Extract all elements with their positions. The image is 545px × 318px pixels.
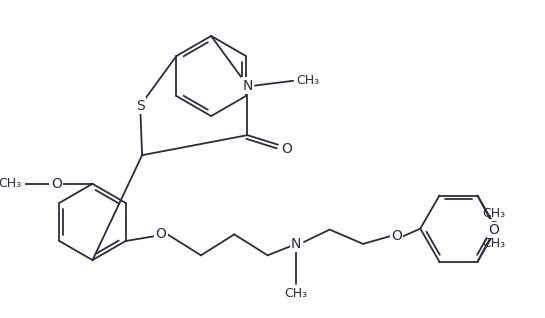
Text: CH₃: CH₃ [296,74,319,87]
Text: N: N [242,79,252,93]
Text: S: S [136,99,144,113]
Text: O: O [391,229,402,243]
Text: O: O [488,220,499,234]
Text: CH₃: CH₃ [0,177,21,190]
Text: CH₃: CH₃ [482,237,505,250]
Text: CH₃: CH₃ [482,207,505,220]
Text: O: O [51,177,62,191]
Text: O: O [155,227,166,241]
Text: O: O [281,142,292,156]
Text: O: O [488,223,499,237]
Text: CH₃: CH₃ [284,287,308,300]
Text: N: N [291,237,301,251]
